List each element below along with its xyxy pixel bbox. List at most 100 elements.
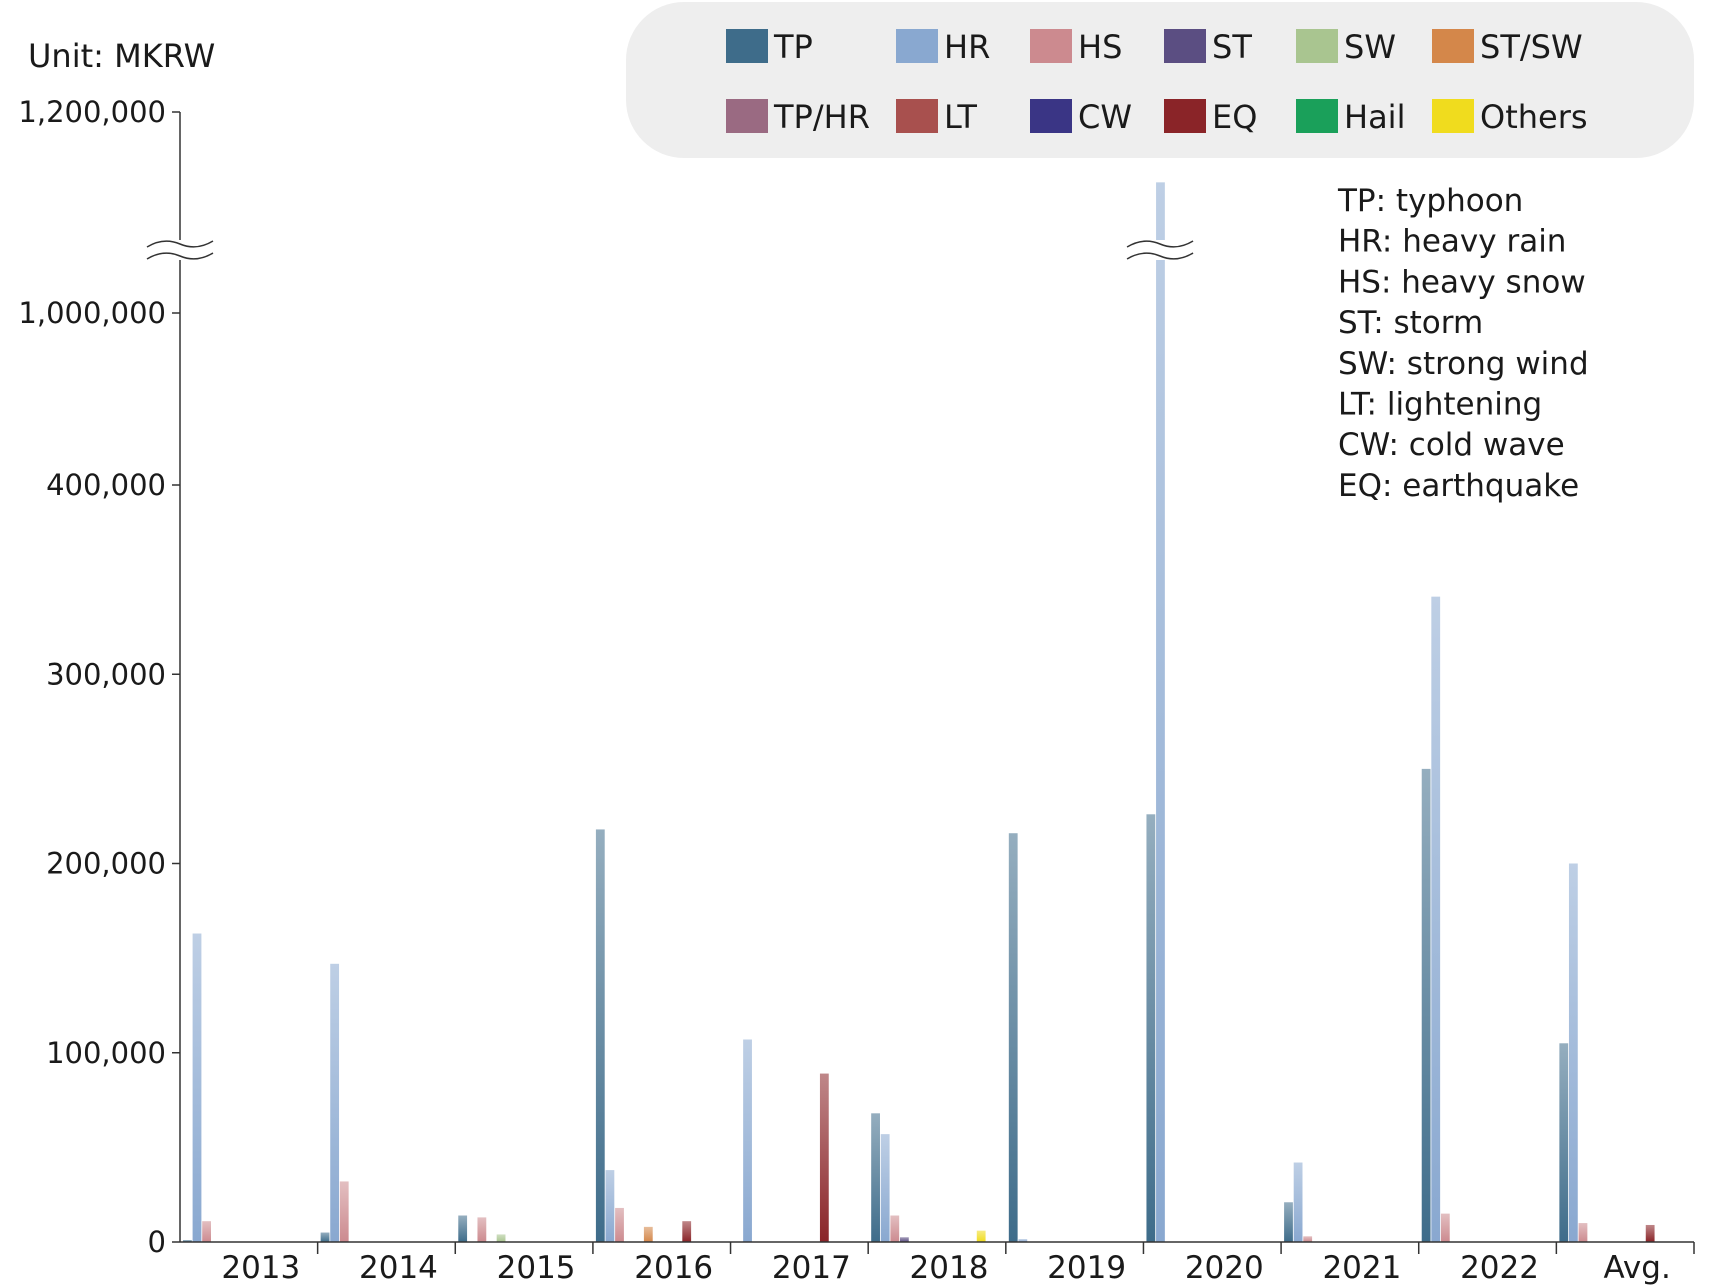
bars — [183, 182, 1655, 1243]
legend-swatch — [1030, 29, 1072, 63]
bar-eq-2016 — [682, 1221, 692, 1242]
bar-hr-2017 — [743, 1039, 752, 1242]
y-tick-label: 1,200,000 — [18, 95, 166, 129]
x-tick-label: 2013 — [221, 1250, 300, 1286]
bar-st-sw-2016 — [643, 1226, 653, 1242]
abbreviation-line: TP: typhoon — [1337, 183, 1523, 219]
abbreviation-line: HS: heavy snow — [1338, 264, 1586, 300]
bar-tp-2021 — [1284, 1202, 1293, 1242]
legend-swatch — [1432, 99, 1474, 133]
bar-tp-2013 — [183, 1240, 192, 1242]
x-tick-label: 2014 — [359, 1250, 438, 1286]
bar-tp-2022 — [1421, 768, 1431, 1242]
legend-swatch — [1432, 29, 1474, 63]
bar-tp-avg — [1559, 1043, 1569, 1242]
legend-item-hr: HR — [896, 28, 990, 66]
bar-eq-avg — [1645, 1224, 1655, 1242]
bar-hr-avg — [1568, 863, 1578, 1242]
legend-item-others: Others — [1432, 98, 1588, 136]
legend-swatch — [896, 29, 938, 63]
bar-hr-2013 — [192, 933, 202, 1242]
x-tick-label: Avg. — [1604, 1250, 1671, 1286]
legend-item-st-sw: ST/SW — [1432, 28, 1583, 66]
bar-hr-2022 — [1431, 596, 1441, 1242]
unit-label: Unit: MKRW — [28, 37, 215, 75]
bar-hs-2014 — [339, 1181, 349, 1242]
bar-tp-2015 — [458, 1215, 468, 1242]
legend-swatch — [1164, 29, 1206, 63]
legend-label: Others — [1480, 98, 1588, 136]
bar-hs-2016 — [615, 1207, 624, 1242]
bar-hs-2022 — [1440, 1213, 1450, 1242]
x-tick-label: 2015 — [497, 1250, 576, 1286]
legend-item-lt: LT — [896, 98, 977, 136]
abbreviation-notes: TP: typhoon HR: heavy rain HS: heavy snow S… — [1337, 183, 1589, 504]
legend-item-eq: EQ — [1164, 98, 1257, 136]
legend-swatch — [726, 99, 768, 133]
bar-hs-avg — [1578, 1223, 1588, 1242]
legend-label: HR — [944, 28, 990, 66]
legend-box — [626, 2, 1694, 158]
abbreviation-line: HR: heavy rain — [1338, 224, 1566, 260]
x-tick-label: 2021 — [1322, 1250, 1401, 1286]
bar-hs-2018 — [890, 1215, 900, 1242]
y-axis-break-icon — [146, 240, 214, 260]
bar-tp-2014 — [320, 1232, 330, 1242]
legend-item-sw: SW — [1296, 28, 1396, 66]
bar-hs-2013 — [202, 1221, 211, 1242]
y-tick-label: 100,000 — [46, 1036, 166, 1070]
legend-label: TP/HR — [773, 98, 870, 136]
legend-label: LT — [944, 98, 977, 136]
legend-label: TP — [773, 28, 813, 66]
legend-item-hail: Hail — [1296, 98, 1405, 136]
bar-hr-2019 — [1018, 1239, 1028, 1242]
x-tick-label: 2019 — [1047, 1250, 1126, 1286]
legend-item-tp-hr: TP/HR — [726, 98, 870, 136]
bar-others-2018 — [976, 1230, 986, 1242]
bar-hr-2018 — [880, 1134, 890, 1242]
legend-label: SW — [1344, 28, 1396, 66]
bar-hr-2020 — [1156, 182, 1165, 1243]
bar-tp-2020 — [1146, 814, 1156, 1242]
abbreviation-line: LT: lightening — [1338, 387, 1542, 423]
bar-eq-2017 — [819, 1073, 829, 1242]
legend-swatch — [1030, 99, 1072, 133]
legend-label: CW — [1078, 98, 1132, 136]
bar-hr-2014 — [330, 963, 340, 1242]
y-tick-label: 300,000 — [46, 657, 166, 691]
bar-break-icon — [1126, 240, 1194, 260]
x-tick-label: 2020 — [1185, 1250, 1264, 1286]
x-tick-label: 2016 — [634, 1250, 713, 1286]
bar-hs-2021 — [1303, 1236, 1313, 1242]
legend: TP HR HS ST SW ST/SW TP/HR LT CW EQ Hail Others — [726, 28, 1588, 136]
legend-label: ST — [1212, 28, 1252, 66]
legend-swatch — [1164, 99, 1206, 133]
legend-swatch — [896, 99, 938, 133]
bar-tp-2016 — [595, 829, 605, 1242]
bar-hr-2021 — [1293, 1162, 1303, 1242]
y-tick-label: 400,000 — [46, 468, 166, 502]
bar-sw-2015 — [496, 1234, 506, 1242]
abbreviation-line: SW: strong wind — [1338, 346, 1589, 382]
legend-label: Hail — [1344, 98, 1405, 136]
legend-label: HS — [1078, 28, 1122, 66]
x-tick-label: 2022 — [1460, 1250, 1539, 1286]
legend-label: EQ — [1212, 98, 1257, 136]
legend-item-tp: TP — [726, 28, 813, 66]
bar-tp-2019 — [1008, 833, 1018, 1242]
y-tick-label: 0 — [148, 1225, 166, 1259]
abbreviation-line: EQ: earthquake — [1338, 468, 1579, 504]
legend-swatch — [1296, 99, 1338, 133]
y-tick-label: 200,000 — [46, 847, 166, 881]
legend-item-st: ST — [1164, 28, 1252, 66]
bar-st-2018 — [899, 1237, 909, 1242]
abbreviation-line: ST: storm — [1338, 305, 1483, 341]
legend-swatch — [1296, 29, 1338, 63]
x-tick-label: 2018 — [910, 1250, 989, 1286]
bar-hr-2016 — [605, 1170, 615, 1242]
legend-swatch — [726, 29, 768, 63]
bar-hs-2015 — [477, 1217, 487, 1242]
x-tick-label: 2017 — [772, 1250, 851, 1286]
y-tick-label: 1,000,000 — [18, 296, 166, 330]
